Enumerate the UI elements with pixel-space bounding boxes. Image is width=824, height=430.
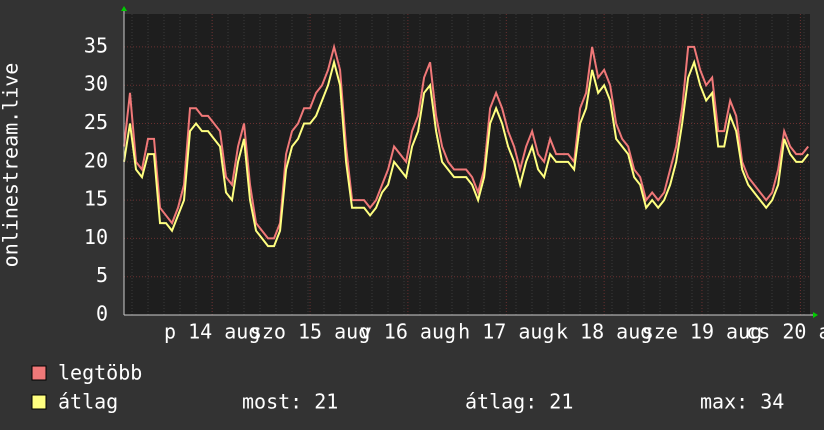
series-line: [123, 42, 809, 240]
plot-area: [124, 14, 810, 315]
y-tick-label: 35: [84, 33, 108, 57]
x-tick-label: szo 15 aug: [250, 320, 370, 344]
stat-label: átlag: 21: [465, 390, 573, 414]
y-tick-label: 5: [96, 263, 108, 287]
stat-label: most: 21: [242, 390, 338, 414]
y-tick-label: 25: [84, 110, 108, 134]
y-tick-label: 10: [84, 225, 108, 249]
legend-label: legtöbb: [58, 361, 142, 385]
x-tick-label: h 17 aug: [458, 320, 554, 344]
x-tick-label: p 14 aug: [164, 320, 260, 344]
axis-arrow: [121, 6, 127, 11]
axis-arrow: [813, 312, 818, 318]
y-tick-label: 0: [96, 302, 108, 326]
legend-swatch: [31, 394, 47, 410]
x-tick-label: sze 19 aug: [642, 320, 762, 344]
y-tick-label: 20: [84, 148, 108, 172]
legend-swatch: [31, 365, 47, 381]
y-axis-label: onlinestream.live: [0, 63, 23, 268]
x-tick-label: k 18 aug: [556, 320, 652, 344]
legend-label: átlag: [58, 390, 118, 414]
y-tick-label: 30: [84, 72, 108, 96]
y-tick-label: 15: [84, 187, 108, 211]
stat-label: max: 34: [700, 390, 784, 414]
x-tick-label: cs 20 aug: [746, 320, 824, 344]
x-tick-label: v 16 aug: [360, 320, 456, 344]
series-line: [123, 58, 809, 248]
